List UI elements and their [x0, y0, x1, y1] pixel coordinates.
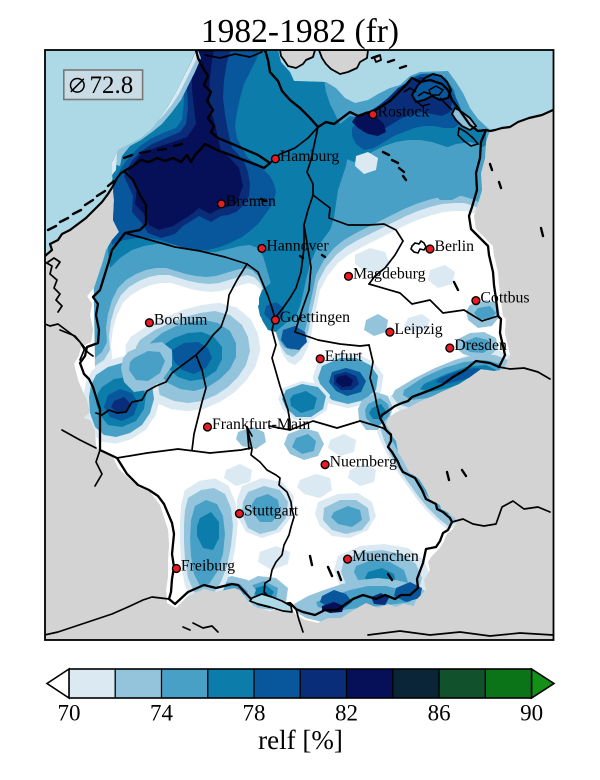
svg-text:Magdeburg: Magdeburg [353, 265, 426, 282]
svg-text:Dresden: Dresden [454, 337, 507, 354]
svg-text:70: 70 [58, 701, 81, 726]
svg-text:relf [%]: relf [%] [258, 725, 343, 755]
svg-text:78: 78 [243, 701, 266, 726]
svg-text:Leipzig: Leipzig [394, 321, 442, 338]
svg-text:1982-1982 (fr): 1982-1982 (fr) [201, 13, 399, 50]
svg-text:Frankfurt-Main: Frankfurt-Main [212, 416, 310, 433]
svg-text:Cottbus: Cottbus [480, 290, 529, 307]
svg-text:72.8: 72.8 [90, 72, 134, 99]
svg-text:86: 86 [428, 701, 451, 726]
svg-text:Goettingen: Goettingen [280, 309, 350, 326]
svg-text:Rostock: Rostock [378, 104, 430, 121]
svg-text:Bochum: Bochum [154, 312, 208, 329]
svg-text:Berlin: Berlin [435, 238, 475, 255]
svg-text:Hannover: Hannover [266, 237, 329, 254]
svg-text:Erfurt: Erfurt [325, 348, 363, 365]
svg-text:Freiburg: Freiburg [181, 558, 235, 575]
svg-text:Bremen: Bremen [226, 193, 276, 210]
svg-text:Nuernberg: Nuernberg [330, 454, 397, 471]
svg-text:82: 82 [335, 701, 358, 726]
svg-text:90: 90 [520, 701, 543, 726]
svg-text:Hamburg: Hamburg [280, 148, 339, 165]
svg-text:74: 74 [150, 701, 174, 726]
svg-text:Stuttgart: Stuttgart [244, 503, 299, 520]
svg-text:Muenchen: Muenchen [352, 548, 419, 565]
